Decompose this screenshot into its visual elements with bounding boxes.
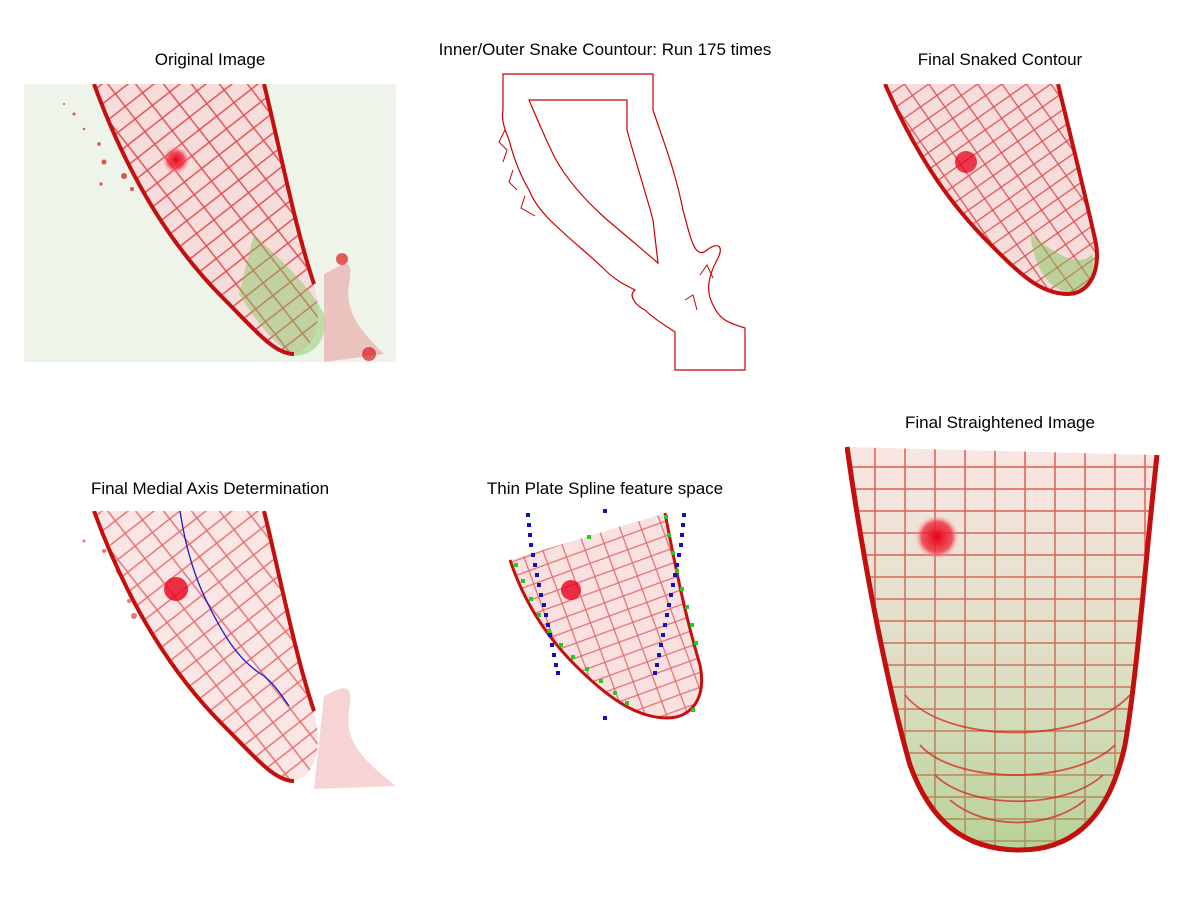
title-original: Original Image [154,50,266,69]
medial-axis-line [179,511,290,707]
title-snaked: Final Snaked Contour [917,50,1083,69]
title-straight: Final Straightened Image [905,413,1095,432]
straightened-image [845,445,1160,855]
original-image [24,84,396,362]
title-snake: Inner/Outer Snake Countour: Run 175 time… [438,40,772,59]
title-medial: Final Medial Axis Determination [90,479,330,498]
medial-axis-image [24,511,396,789]
snake-contour-plot [495,70,750,375]
final-snaked-contour [880,84,1180,304]
tps-feature-space [505,505,720,725]
title-tps: Thin Plate Spline feature space [486,479,724,498]
